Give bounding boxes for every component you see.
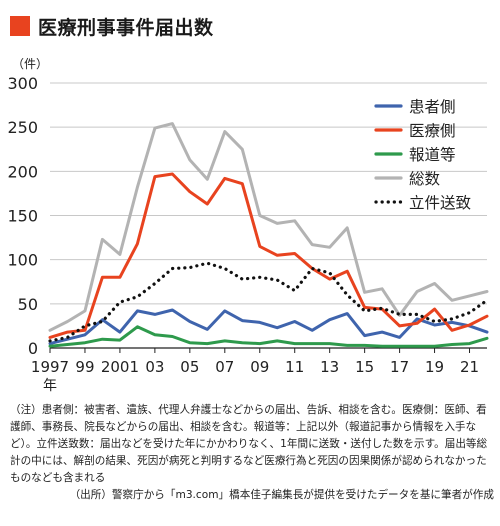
legend-label-3: 総数 bbox=[409, 170, 441, 188]
title-row: 医療刑事事件届出数 bbox=[10, 12, 214, 40]
x-tick-label-2011: 11 bbox=[285, 358, 304, 376]
chart-notes: （注）患者側：被害者、遺族、代理人弁護士などからの届出、告訴、相談を含む。医療側… bbox=[10, 402, 494, 504]
x-tick-label-2015: 15 bbox=[355, 358, 374, 376]
chart-title: 医療刑事事件届出数 bbox=[38, 16, 214, 39]
x-tick-label-2009: 09 bbox=[250, 358, 269, 376]
x-tick-label-2017: 17 bbox=[390, 358, 409, 376]
series-line-2 bbox=[48, 325, 489, 348]
y-tick-label-50: 50 bbox=[18, 295, 38, 314]
series-line-3 bbox=[48, 122, 489, 332]
x-tick-label-2019: 19 bbox=[425, 358, 444, 376]
legend-label-1: 医療側 bbox=[409, 122, 456, 140]
x-tick-label-1999: 99 bbox=[75, 358, 94, 376]
y-tick-label-150: 150 bbox=[7, 207, 38, 226]
x-axis-unit: 年 bbox=[43, 378, 57, 394]
x-tick-label-2005: 05 bbox=[180, 358, 199, 376]
notes-body: （注）患者側：被害者、遺族、代理人弁護士などからの届出、告訴、相談を含む。医療側… bbox=[10, 404, 488, 484]
y-tick-label-0: 0 bbox=[28, 339, 38, 358]
notes-source: （出所）警察庁から「m3.com」橋本佳子編集長が提供を受けたデータを基に筆者が… bbox=[69, 489, 494, 501]
legend-label-2: 報道等 bbox=[409, 146, 456, 164]
series-line-0 bbox=[48, 308, 489, 346]
series-line-4 bbox=[48, 261, 489, 343]
y-tick-label-300: 300 bbox=[7, 74, 38, 93]
x-tick-label-2021: 21 bbox=[460, 358, 479, 376]
y-tick-label-100: 100 bbox=[7, 251, 38, 270]
y-tick-label-200: 200 bbox=[7, 162, 38, 181]
x-tick-label-1997: 1997 bbox=[31, 358, 69, 376]
title-marker bbox=[10, 16, 30, 36]
series-line-1 bbox=[48, 172, 489, 339]
y-axis-label: （件） bbox=[12, 57, 48, 71]
x-tick-label-2013: 13 bbox=[320, 358, 339, 376]
legend-label-0: 患者側 bbox=[409, 98, 456, 116]
x-tick-label-2003: 03 bbox=[145, 358, 164, 376]
x-tick-label-2001: 2001 bbox=[101, 358, 139, 376]
line-chart: （件） 0 50 100 150 200 250 300 1997 99 2001 03 05 07 09 1… bbox=[7, 57, 489, 394]
x-tick-label-2007: 07 bbox=[215, 358, 234, 376]
legend-label-4: 立件送致 bbox=[409, 194, 472, 212]
y-tick-label-250: 250 bbox=[7, 118, 38, 137]
